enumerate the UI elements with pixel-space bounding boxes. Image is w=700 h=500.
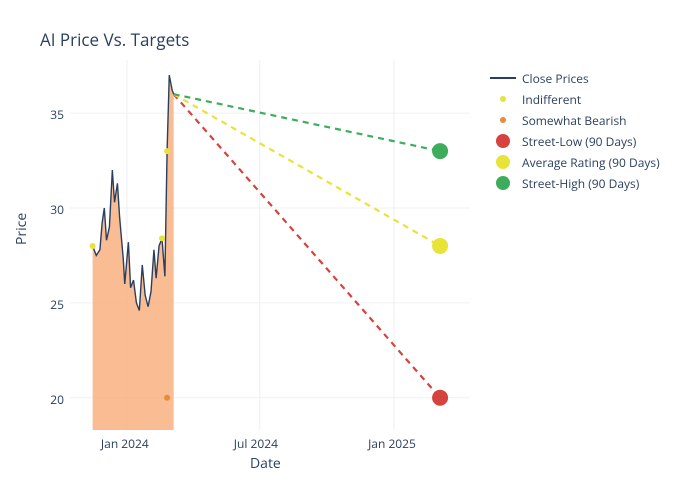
x-axis-label: Date (250, 454, 281, 473)
legend-label: Indifferent (522, 91, 581, 108)
street_low-marker (432, 390, 448, 406)
legend-dot-icon (496, 134, 510, 148)
average_rating-marker (432, 238, 448, 254)
average_rating-line (174, 94, 440, 246)
legend-label: Street-Low (90 Days) (522, 133, 636, 150)
indifferent-point (159, 235, 165, 241)
legend-label: Somewhat Bearish (522, 112, 627, 129)
street_high-line (174, 94, 440, 151)
legend-item-indifferent[interactable]: Indifferent (488, 89, 660, 109)
street_high-marker (432, 143, 448, 159)
legend-dot-icon (496, 176, 510, 190)
fill-area (93, 75, 174, 430)
x-tick-label: Jan 2024 (101, 435, 149, 452)
legend-item-high[interactable]: Street-High (90 Days) (488, 173, 660, 193)
y-tick-label: 20 (50, 391, 64, 408)
legend-item-close[interactable]: Close Prices (488, 68, 660, 88)
legend-dot-icon (500, 96, 506, 102)
y-axis-label: Price (12, 213, 31, 245)
x-tick-label: Jan 2025 (368, 435, 416, 452)
legend-item-bearish[interactable]: Somewhat Bearish (488, 110, 660, 130)
indifferent-point (164, 148, 170, 154)
indifferent-point (90, 243, 96, 249)
legend-item-avg[interactable]: Average Rating (90 Days) (488, 152, 660, 172)
target-lines (174, 94, 440, 398)
y-tick-label: 30 (50, 201, 64, 218)
legend: Close Prices Indifferent Somewhat Bearish S… (488, 68, 660, 194)
x-tick-label: Jul 2024 (234, 435, 278, 452)
legend-label: Average Rating (90 Days) (522, 154, 660, 171)
chart-title: AI Price Vs. Targets (40, 28, 189, 51)
legend-line-icon (490, 77, 516, 79)
legend-dot-icon (500, 117, 506, 123)
legend-label: Street-High (90 Days) (522, 175, 639, 192)
plot-svg (70, 60, 470, 430)
target-markers (432, 143, 448, 406)
legend-dot-icon (496, 155, 510, 169)
chart-container: AI Price Vs. Targets Price Date 20 25 30 35… (0, 0, 700, 500)
legend-label: Close Prices (522, 70, 589, 87)
y-tick-label: 35 (50, 106, 64, 123)
somewhat_bearish-point (164, 395, 170, 401)
y-tick-label: 25 (50, 296, 64, 313)
legend-item-low[interactable]: Street-Low (90 Days) (488, 131, 660, 151)
street_low-line (174, 94, 440, 398)
